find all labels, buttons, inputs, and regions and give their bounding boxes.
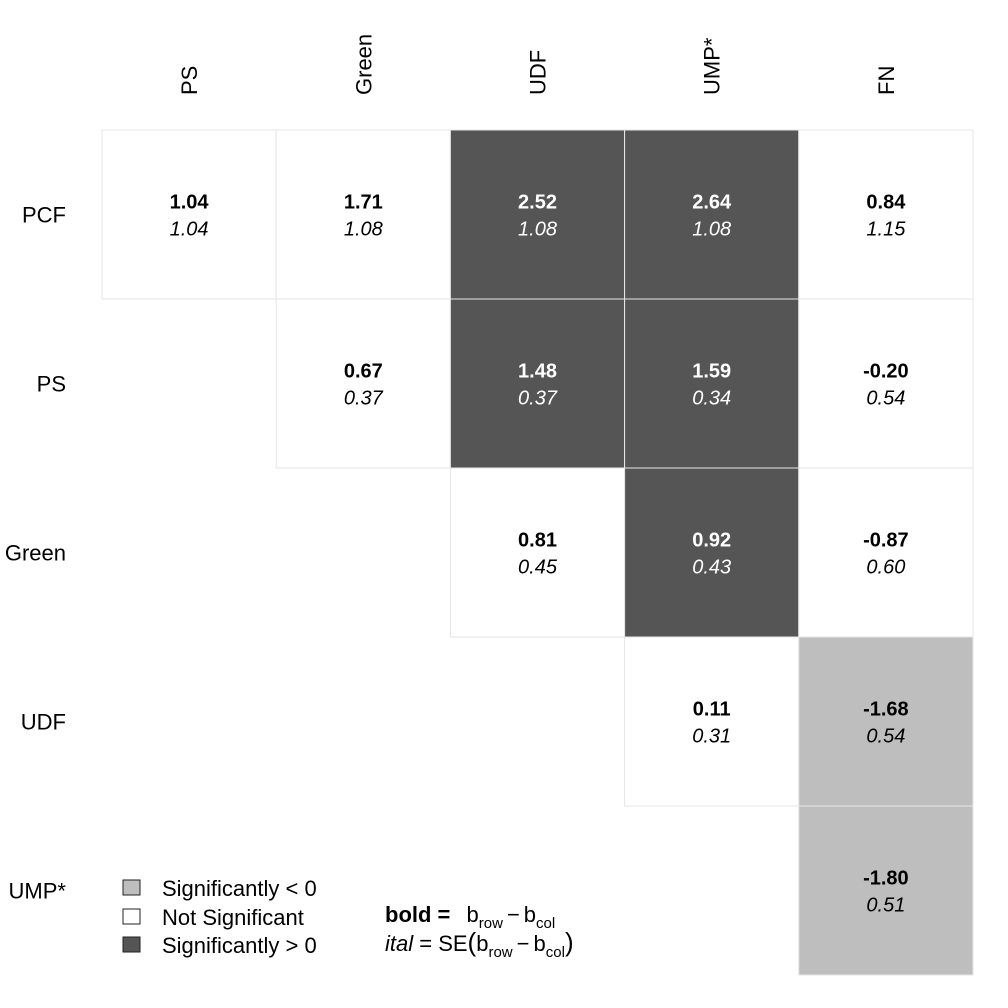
legend: Significantly < 0 Not Significant Signif…	[122, 876, 317, 958]
cell-UDF-UMP*	[624, 636, 800, 807]
cell-diff-value: -0.20	[863, 361, 909, 383]
ital-b-col: b	[534, 931, 546, 956]
cell-se-value: 0.51	[866, 895, 905, 917]
ital-close-paren: )	[565, 927, 574, 957]
bold-minus: −	[507, 902, 520, 927]
ital-eq: = SE	[413, 931, 467, 956]
cell-PS-UDF	[449, 298, 626, 469]
cell-PCF-FN	[798, 129, 974, 300]
column-label: FN	[874, 66, 899, 95]
cell-diff-value: 1.48	[518, 361, 557, 383]
bold-word: bold =	[385, 902, 450, 927]
cell-PCF-PS	[101, 129, 277, 300]
cell-se-value: 1.08	[344, 219, 383, 241]
column-label: PS	[177, 66, 202, 95]
ital-minus: −	[517, 931, 530, 956]
column-label: UDF	[526, 50, 551, 95]
cell-se-value: 0.43	[692, 557, 731, 579]
ital-col-sub: col	[546, 944, 565, 961]
cell-se-value: 0.54	[866, 726, 905, 748]
cell-diff-value: 0.67	[344, 361, 383, 383]
row-label: Green	[5, 541, 66, 566]
ital-row-sub: row	[488, 944, 512, 961]
cell-se-value: 0.37	[344, 388, 384, 410]
cell-PS-UMP*	[624, 298, 800, 469]
cell-diff-value: 0.92	[692, 530, 731, 552]
ital-word: ital	[385, 931, 414, 956]
cell-diff-value: 0.81	[518, 530, 557, 552]
cell-se-value: 0.34	[692, 388, 731, 410]
column-label: Green	[351, 34, 376, 95]
legend-swatch-ns	[122, 908, 141, 925]
cell-Green-UMP*	[624, 467, 800, 638]
row-label: PS	[37, 372, 66, 397]
column-label: UMP*	[700, 37, 725, 95]
cell-se-value: 1.15	[866, 219, 906, 241]
row-label: UDF	[21, 710, 66, 735]
cell-Green-UDF	[449, 467, 626, 638]
cell-se-value: 1.08	[692, 219, 731, 241]
cell-diff-value: 2.64	[692, 192, 732, 214]
ital-notation: ital = SE(brow − bcol)	[385, 927, 574, 961]
row-label: PCF	[22, 203, 66, 228]
notation-key: bold = brow − bcol ital = SE(brow − bcol)	[385, 902, 574, 961]
cell-se-value: 0.37	[518, 388, 558, 410]
cell-se-value: 0.31	[692, 726, 731, 748]
legend-swatch-pos	[122, 936, 141, 953]
cell-se-value: 0.45	[518, 557, 558, 579]
bold-col-sub: col	[536, 915, 555, 932]
cell-diff-value: -1.80	[863, 868, 909, 890]
cell-Green-FN	[798, 467, 974, 638]
cell-diff-value: -0.87	[863, 530, 909, 552]
cell-PS-Green	[275, 298, 451, 469]
cell-grid: 1.04 1.04 1.71 1.08 2.52 1.08 2.64 1.08 0.84 1.15…	[101, 129, 974, 976]
legend-label-ns: Not Significant	[162, 905, 304, 930]
row-labels: PCF PS Green UDF UMP*	[5, 203, 67, 904]
cell-UDF-FN	[798, 636, 974, 807]
cell-diff-value: -1.68	[863, 699, 909, 721]
cell-se-value: 1.08	[518, 219, 557, 241]
bold-row-sub: row	[479, 915, 503, 932]
cell-diff-value: 1.71	[344, 192, 383, 214]
cell-diff-value: 0.11	[693, 699, 731, 721]
ital-b-row: b	[476, 931, 488, 956]
bold-b-col: b	[524, 902, 536, 927]
cell-diff-value: 1.04	[170, 192, 210, 214]
cell-diff-value: 0.84	[866, 192, 906, 214]
legend-label-neg: Significantly < 0	[162, 876, 317, 901]
column-labels: PS Green UDF UMP* FN	[177, 34, 899, 95]
cell-se-value: 0.54	[866, 388, 905, 410]
ital-open-paren: (	[468, 927, 477, 957]
cell-diff-value: 2.52	[518, 192, 557, 214]
cell-PCF-UDF	[449, 129, 626, 300]
row-label: UMP*	[9, 879, 67, 904]
cell-PS-FN	[798, 298, 974, 469]
bold-notation: bold = brow − bcol	[385, 902, 555, 932]
cell-se-value: 0.60	[866, 557, 905, 579]
cell-UMP*-FN	[798, 805, 974, 976]
legend-swatch-neg	[122, 879, 141, 896]
bold-b-row: b	[467, 902, 479, 927]
legend-label-pos: Significantly > 0	[162, 933, 317, 958]
cell-se-value: 1.04	[170, 219, 209, 241]
cell-diff-value: 1.59	[692, 361, 731, 383]
cell-PCF-Green	[275, 129, 451, 300]
cell-PCF-UMP*	[624, 129, 800, 300]
